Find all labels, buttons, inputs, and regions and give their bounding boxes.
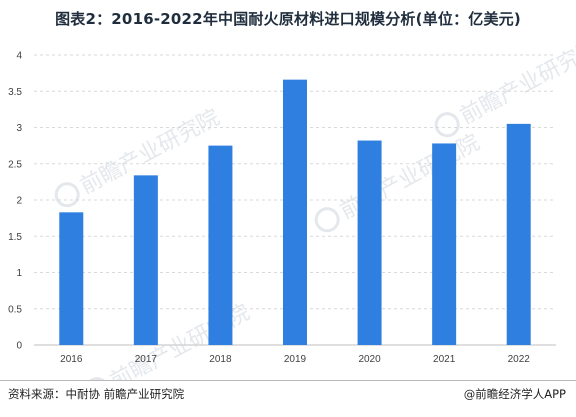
footer-divider	[0, 380, 576, 381]
y-tick-label: 3.5	[8, 87, 22, 98]
watermark-logo-icon	[54, 182, 80, 208]
x-axis-ticks: 2016 2017 2018 2019 2020 2021 2022	[60, 354, 530, 365]
x-tick-label: 2022	[508, 354, 531, 365]
x-tick-label: 2016	[60, 354, 83, 365]
x-tick-label: 2019	[284, 354, 307, 365]
y-tick-label: 2	[16, 196, 22, 207]
bar-2018	[208, 145, 233, 345]
x-tick-label: 2017	[135, 354, 158, 365]
chart-title: 图表2：2016-2022年中国耐火原材料进口规模分析(单位：亿美元)	[55, 10, 521, 28]
bar-2016	[59, 212, 84, 345]
bar-2019	[283, 79, 307, 346]
bars	[59, 79, 531, 346]
y-tick-label: 3	[16, 123, 22, 134]
credit-note: @前瞻经济学人APP	[463, 387, 566, 401]
bar-2021	[432, 143, 457, 345]
y-tick-label: 0	[16, 341, 22, 352]
bar-2017	[133, 175, 158, 345]
y-tick-label: 1	[16, 268, 22, 279]
source-note: 资料来源：中耐协 前瞻产业研究院	[8, 387, 185, 401]
y-axis-ticks: 0 0.5 1 1.5 2 2.5 3 3.5 4	[8, 51, 22, 352]
x-tick-label: 2018	[209, 354, 232, 365]
watermark: 前瞻产业研究院	[434, 35, 576, 138]
watermark-logo-icon	[84, 377, 110, 380]
x-tick-label: 2020	[358, 354, 381, 365]
watermark: 前瞻产业研究院	[314, 130, 484, 233]
bar-2020	[357, 140, 382, 345]
x-tick-label: 2021	[433, 354, 456, 365]
watermark-text: 前瞻产业研究院	[456, 35, 576, 129]
y-tick-label: 2.5	[8, 159, 22, 170]
watermark-logo-icon	[314, 207, 340, 233]
watermark-logo-icon	[434, 112, 460, 138]
bar-2022	[506, 123, 531, 345]
y-tick-label: 1.5	[8, 232, 22, 243]
y-tick-label: 0.5	[8, 304, 22, 315]
y-tick-label: 4	[16, 51, 22, 62]
